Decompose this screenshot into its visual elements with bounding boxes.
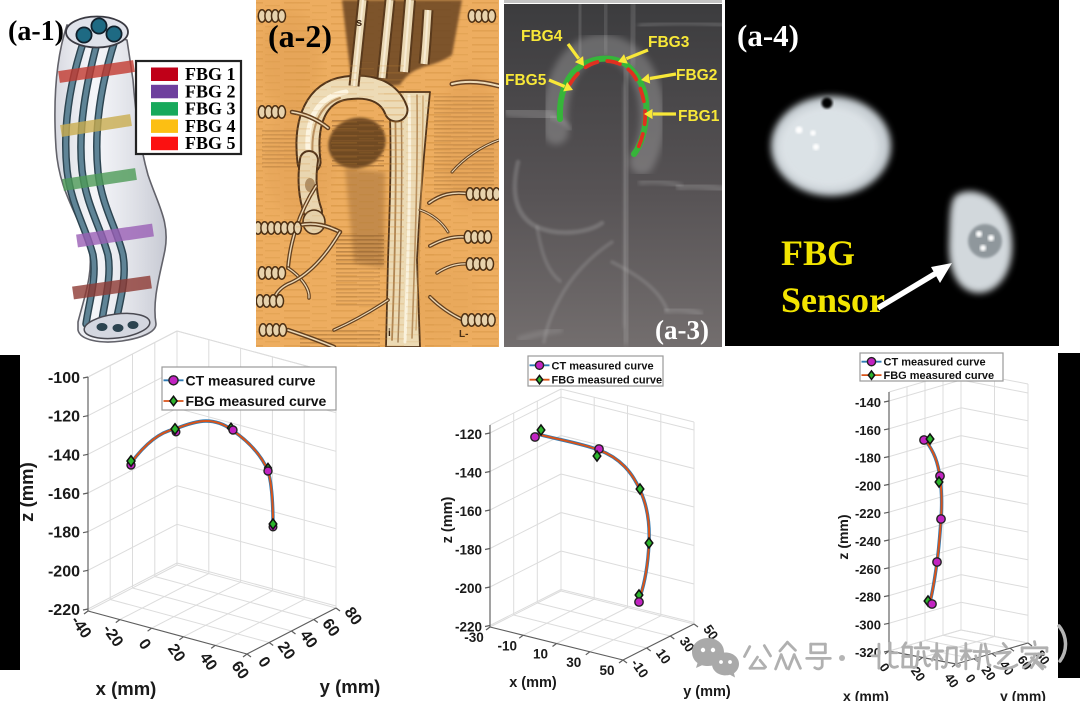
svg-text:-200: -200 [48, 563, 80, 580]
svg-text:FBG4: FBG4 [521, 28, 563, 45]
svg-text:30: 30 [566, 655, 581, 670]
svg-text:-260: -260 [855, 562, 881, 577]
svg-text:CT measured curve: CT measured curve [186, 372, 316, 388]
svg-text:-180: -180 [855, 451, 881, 466]
svg-text:FBG measured curve: FBG measured curve [186, 393, 327, 409]
svg-text:y (mm): y (mm) [320, 676, 381, 697]
svg-text:Sensor: Sensor [781, 280, 885, 320]
svg-text:-320: -320 [855, 645, 881, 660]
svg-text:-160: -160 [855, 423, 881, 438]
svg-text:-120: -120 [455, 427, 482, 442]
svg-text:y (mm): y (mm) [683, 684, 731, 700]
svg-text:-140: -140 [455, 466, 482, 481]
svg-text:-180: -180 [455, 543, 482, 558]
svg-text:FBG 5: FBG 5 [185, 133, 236, 153]
svg-text:-30: -30 [464, 630, 484, 645]
svg-text:(a-4): (a-4) [737, 18, 799, 53]
svg-text:40: 40 [941, 670, 962, 690]
svg-text:FBG3: FBG3 [648, 34, 690, 51]
svg-text:20: 20 [908, 664, 929, 684]
svg-text:(a-3): (a-3) [655, 315, 709, 345]
svg-text:FBG1: FBG1 [678, 108, 720, 125]
svg-text:-240: -240 [855, 534, 881, 549]
svg-text:z (mm): z (mm) [16, 462, 37, 522]
svg-text:FBG: FBG [781, 233, 855, 273]
svg-text:60: 60 [1014, 652, 1035, 672]
svg-text:i: i [388, 328, 391, 339]
svg-text:-200: -200 [855, 478, 881, 493]
svg-text:10: 10 [653, 646, 674, 667]
svg-text:z (mm): z (mm) [440, 496, 456, 543]
svg-text:(a-2): (a-2) [268, 18, 332, 54]
svg-text:-200: -200 [455, 581, 482, 596]
svg-text:x (mm): x (mm) [96, 678, 157, 699]
svg-text:-160: -160 [455, 504, 482, 519]
svg-text:s: s [356, 17, 362, 29]
svg-text:FBG 1: FBG 1 [185, 64, 236, 84]
svg-text:-220: -220 [455, 620, 482, 635]
svg-text:CT measured curve: CT measured curve [552, 360, 654, 372]
svg-text:FBG 2: FBG 2 [185, 81, 236, 101]
svg-text:x (mm): x (mm) [843, 688, 889, 701]
svg-text:FBG 4: FBG 4 [185, 116, 236, 136]
svg-text:z (mm): z (mm) [835, 514, 851, 559]
svg-text:-140: -140 [855, 395, 881, 410]
svg-text:FBG measured curve: FBG measured curve [884, 370, 995, 382]
svg-text:-160: -160 [48, 486, 80, 503]
svg-text:50: 50 [700, 622, 721, 643]
svg-text:-280: -280 [855, 590, 881, 605]
svg-text:FBG2: FBG2 [676, 67, 717, 84]
svg-text:-10: -10 [497, 638, 517, 653]
svg-text:-300: -300 [855, 617, 881, 632]
svg-text:10: 10 [533, 647, 548, 662]
svg-text:50: 50 [599, 663, 614, 678]
svg-text:-180: -180 [48, 525, 80, 542]
svg-text:-120: -120 [48, 409, 80, 426]
svg-text:FBG measured curve: FBG measured curve [552, 375, 663, 387]
svg-text:FBG 3: FBG 3 [185, 99, 236, 119]
svg-text:20: 20 [978, 663, 999, 683]
svg-text:CT measured curve: CT measured curve [884, 357, 986, 369]
svg-text:y (mm): y (mm) [1000, 688, 1046, 701]
svg-text:L-: L- [459, 329, 468, 340]
svg-text:(a-1): (a-1) [8, 16, 64, 47]
svg-text:-100: -100 [48, 370, 80, 387]
svg-text:-220: -220 [855, 506, 881, 521]
svg-text:FBG5: FBG5 [505, 72, 547, 89]
svg-text:x (mm): x (mm) [509, 675, 557, 691]
svg-text:-140: -140 [48, 447, 80, 464]
svg-text:-220: -220 [48, 602, 80, 619]
